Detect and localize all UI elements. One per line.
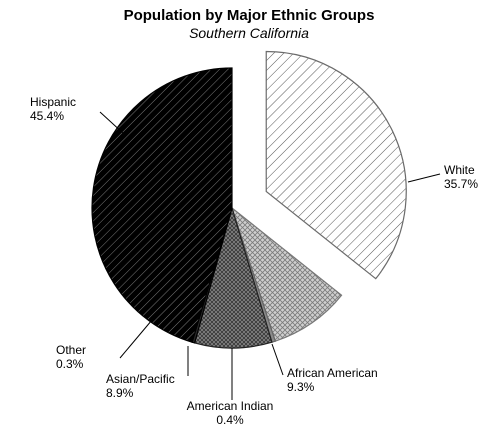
data-label-name: Hispanic xyxy=(30,95,76,109)
chart-title: Population by Major Ethnic Groups xyxy=(123,7,375,24)
data-label-name: American Indian xyxy=(187,399,274,413)
data-label-name: African American xyxy=(287,366,378,380)
leader-line-white xyxy=(407,173,441,183)
leader-line-other xyxy=(119,319,153,359)
data-label-name: Other xyxy=(56,343,86,357)
data-label-value: 9.3% xyxy=(287,380,315,394)
data-label-asian-pacific: Asian/Pacific 8.9% xyxy=(106,372,175,400)
data-label-value: 0.4% xyxy=(216,413,244,427)
data-label-african-american: African American 9.3% xyxy=(287,366,378,394)
data-label-white: White 35.7% xyxy=(444,163,478,191)
data-label-value: 45.4% xyxy=(30,109,64,123)
pie-slice-white xyxy=(265,50,407,280)
data-label-american-indian: American Indian 0.4% xyxy=(187,399,274,427)
leader-line-african-american xyxy=(271,343,284,376)
data-label-value: 35.7% xyxy=(444,177,478,191)
data-label-name: White xyxy=(444,163,475,177)
pie-slice-hispanic xyxy=(91,67,233,343)
data-label-name: Asian/Pacific xyxy=(106,372,175,386)
data-label-value: 8.9% xyxy=(106,386,134,400)
chart-subtitle: Southern California xyxy=(189,25,309,41)
data-label-other: Other 0.3% xyxy=(56,343,86,371)
pie-slice-african-american xyxy=(230,206,343,342)
leader-line-hispanic xyxy=(99,111,125,135)
data-label-value: 0.3% xyxy=(56,357,84,371)
data-label-hispanic: Hispanic 45.4% xyxy=(30,95,76,123)
